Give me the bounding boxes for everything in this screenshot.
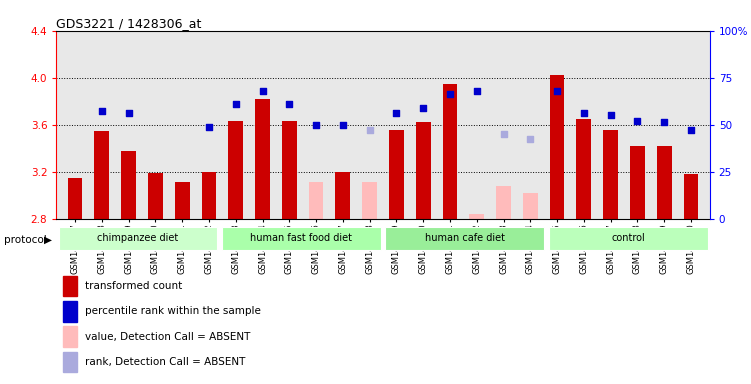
Bar bbox=[63, 276, 77, 296]
Bar bbox=[201, 172, 216, 219]
Bar bbox=[496, 186, 511, 219]
Bar bbox=[548, 227, 707, 250]
Bar bbox=[175, 182, 189, 219]
Bar bbox=[63, 352, 77, 372]
Point bbox=[524, 136, 536, 142]
Point bbox=[257, 88, 269, 94]
Point bbox=[632, 118, 644, 124]
Bar bbox=[442, 84, 457, 219]
Point bbox=[551, 88, 563, 94]
Bar bbox=[148, 173, 163, 219]
Point bbox=[497, 131, 509, 137]
Bar bbox=[59, 227, 218, 250]
Bar bbox=[228, 121, 243, 219]
Bar bbox=[550, 75, 565, 219]
Point bbox=[96, 108, 108, 114]
Text: human fast food diet: human fast food diet bbox=[250, 233, 352, 243]
Point bbox=[471, 88, 483, 94]
Text: human cafe diet: human cafe diet bbox=[424, 233, 505, 243]
Point bbox=[685, 126, 697, 132]
Point bbox=[578, 110, 590, 116]
Bar bbox=[255, 99, 270, 219]
Bar bbox=[603, 129, 618, 219]
Point bbox=[337, 122, 349, 128]
Text: protocol: protocol bbox=[4, 235, 47, 245]
Point bbox=[391, 110, 403, 116]
Point bbox=[444, 91, 456, 97]
Bar bbox=[121, 151, 136, 219]
Point bbox=[122, 110, 134, 116]
Point bbox=[605, 112, 617, 118]
Point bbox=[310, 122, 322, 128]
Point bbox=[417, 105, 429, 111]
Bar bbox=[362, 182, 377, 219]
Bar bbox=[95, 131, 109, 219]
Point bbox=[203, 124, 215, 130]
Bar bbox=[469, 214, 484, 219]
Text: chimpanzee diet: chimpanzee diet bbox=[98, 233, 179, 243]
Bar bbox=[282, 121, 297, 219]
Bar bbox=[336, 172, 350, 219]
Bar bbox=[683, 174, 698, 219]
Bar bbox=[523, 193, 538, 219]
Point bbox=[230, 101, 242, 107]
Bar bbox=[657, 146, 671, 219]
Bar bbox=[577, 119, 591, 219]
Point bbox=[363, 126, 376, 132]
Bar bbox=[389, 129, 404, 219]
Bar bbox=[385, 227, 544, 250]
Text: GDS3221 / 1428306_at: GDS3221 / 1428306_at bbox=[56, 17, 202, 30]
Point bbox=[658, 119, 670, 126]
Bar bbox=[63, 326, 77, 347]
Bar bbox=[222, 227, 381, 250]
Bar bbox=[63, 301, 77, 322]
Bar bbox=[309, 182, 324, 219]
Point bbox=[283, 101, 295, 107]
Text: value, Detection Call = ABSENT: value, Detection Call = ABSENT bbox=[85, 332, 250, 342]
Text: percentile rank within the sample: percentile rank within the sample bbox=[85, 306, 261, 316]
Text: transformed count: transformed count bbox=[85, 281, 182, 291]
Text: rank, Detection Call = ABSENT: rank, Detection Call = ABSENT bbox=[85, 357, 246, 367]
Bar bbox=[416, 122, 430, 219]
Text: ▶: ▶ bbox=[44, 235, 52, 245]
Bar bbox=[68, 178, 83, 219]
Text: control: control bbox=[611, 233, 645, 243]
Bar bbox=[630, 146, 645, 219]
